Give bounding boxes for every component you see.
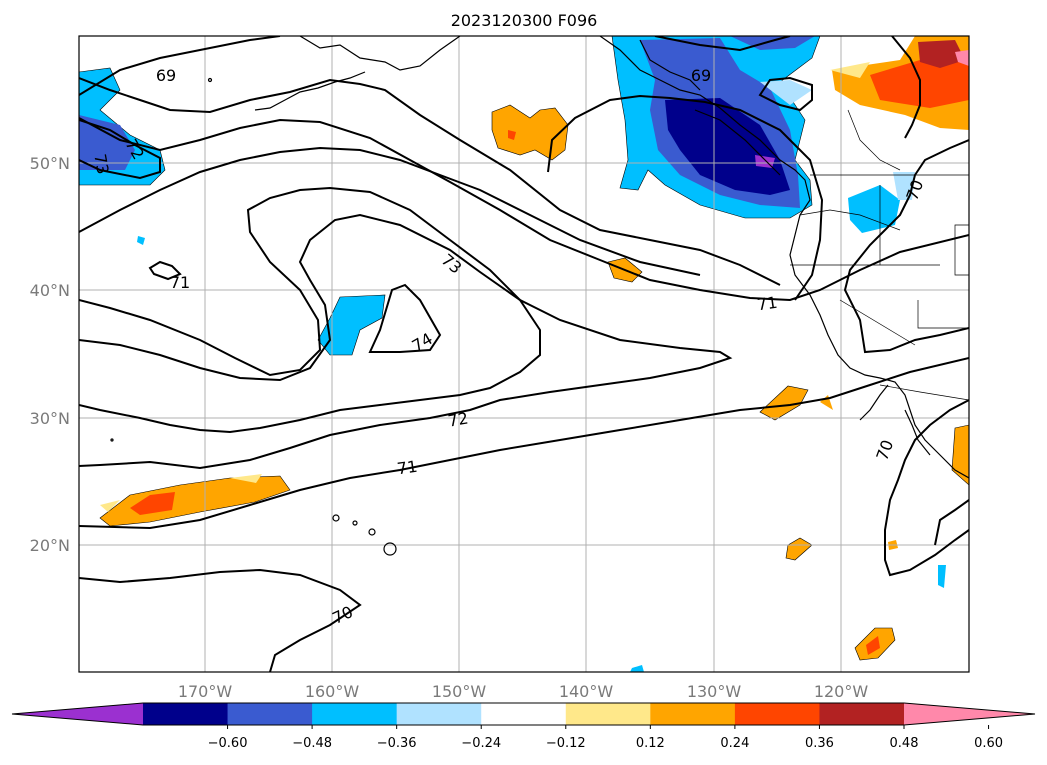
colorbar-tick-label: −0.36 [377, 736, 417, 751]
colorbar-swatch [819, 703, 905, 725]
latitude-label: 30°N [30, 409, 70, 428]
longitude-label: 140°W [559, 682, 614, 701]
colorbar-swatch [143, 703, 229, 725]
map-area: 69 69 73 72 71 73 71 74 72 71 70 70 70 [79, 36, 969, 672]
contour-label: 71 [170, 273, 190, 292]
longitude-label: 160°W [305, 682, 360, 701]
longitude-label: 150°W [432, 682, 487, 701]
colorbar-swatch [734, 703, 820, 725]
colorbar-swatch [481, 703, 567, 725]
colorbar-tick-label: −0.12 [546, 736, 586, 751]
contour-label: 69 [691, 66, 711, 85]
latitude-label: 40°N [30, 281, 70, 300]
colorbar-tick-label: 0.24 [720, 736, 749, 751]
longitude-label: 130°W [687, 682, 742, 701]
colorbar-swatch [312, 703, 398, 725]
map-title: 2023120300 F096 [451, 11, 598, 30]
longitude-label: 120°W [814, 682, 869, 701]
contour-label: 72 [446, 408, 469, 430]
colorbar-tick-label: −0.60 [208, 736, 248, 751]
colorbar-tick-label: 0.60 [974, 736, 1003, 751]
longitude-labels: 170°W 160°W 150°W 140°W 130°W 120°W [178, 682, 869, 701]
colorbar: −0.60 −0.48 −0.36 −0.24 −0.12 0.12 0.24 0.36 0.4… [11, 702, 1036, 751]
latitude-labels: 50°N 40°N 30°N 20°N [30, 154, 70, 555]
colorbar-swatch [565, 703, 651, 725]
colorbar-swatch [650, 703, 736, 725]
contour-label: 69 [156, 66, 176, 85]
colorbar-tick-label: 0.12 [636, 736, 665, 751]
anomaly-fills [79, 36, 969, 672]
latitude-label: 20°N [30, 536, 70, 555]
contour-label: 71 [396, 457, 419, 479]
graticule [79, 36, 969, 672]
map-frame [78, 35, 970, 673]
colorbar-tick-label: −0.48 [292, 736, 332, 751]
latitude-label: 50°N [30, 154, 70, 173]
colorbar-tick-label: 0.36 [805, 736, 834, 751]
colorbar-outline [11, 702, 1036, 726]
longitude-label: 170°W [178, 682, 233, 701]
contour-label: 71 [756, 293, 779, 315]
colorbar-extend-low [12, 703, 143, 725]
colorbar-extend-high [904, 703, 1035, 725]
colorbar-swatch [396, 703, 482, 725]
contour-label: 73 [90, 152, 112, 175]
colorbar-tick-label: 0.48 [890, 736, 919, 751]
positive-anomaly-offshore [491, 104, 569, 161]
coastlines [110, 36, 969, 556]
colorbar-swatch [227, 703, 313, 725]
colorbar-tick-label: −0.24 [461, 736, 501, 751]
negative-anomaly-central [317, 294, 386, 356]
height-contours [79, 36, 969, 672]
